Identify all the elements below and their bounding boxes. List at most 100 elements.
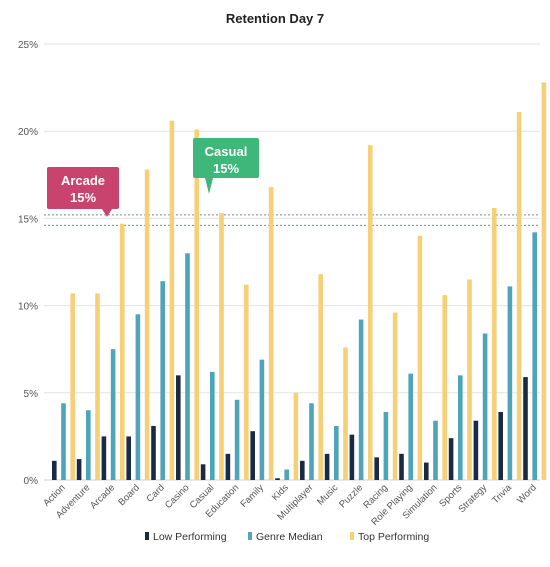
bar-genre-median-kids [284, 469, 289, 480]
bar-genre-median-action [61, 403, 66, 480]
bar-genre-median-board [135, 314, 141, 480]
bars [52, 82, 547, 481]
bar-top-performing-word [541, 82, 547, 481]
y-tick-label: 15% [18, 214, 38, 225]
bar-low-performing-action [52, 460, 57, 480]
bar-genre-median-family [259, 359, 265, 480]
bar-top-performing-role-playing [417, 235, 423, 480]
bar-top-performing-casual [219, 213, 224, 480]
bar-low-performing-board [126, 436, 131, 480]
bar-genre-median-arcade [110, 349, 116, 480]
bar-genre-median-sports [458, 375, 463, 480]
annotation-value: 15% [213, 161, 239, 176]
bar-top-performing-education [244, 284, 249, 480]
bar-low-performing-role-playing [399, 453, 404, 480]
x-tick-label: Puzzle [337, 482, 365, 510]
x-tick-label: Trivia [490, 482, 514, 506]
chart-title: Retention Day 7 [226, 11, 324, 26]
bar-low-performing-puzzle [349, 434, 355, 480]
x-tick-label: Casino [163, 482, 192, 511]
annotation-casual: Casual 15% [193, 138, 259, 194]
x-tick-label: Kids [270, 482, 291, 503]
legend-swatch [145, 532, 149, 540]
annotation-box [47, 167, 119, 209]
bar-top-performing-kids [293, 392, 299, 480]
bar-genre-median-strategy [482, 333, 488, 480]
bar-low-performing-kids [275, 478, 280, 480]
bar-low-performing-simulation [424, 462, 429, 480]
bar-low-performing-sports [448, 438, 454, 480]
bar-top-performing-adventure [95, 293, 100, 480]
bar-top-performing-puzzle [368, 145, 373, 481]
bar-top-performing-family [268, 187, 274, 480]
bar-low-performing-family [250, 431, 255, 480]
annotation-arcade: Arcade 15% [47, 167, 119, 217]
bar-low-performing-trivia [498, 411, 503, 480]
x-tick-label: Word [515, 482, 539, 506]
bar-top-performing-card [169, 120, 175, 481]
bar-genre-median-simulation [433, 420, 438, 480]
grid-lines [44, 43, 540, 481]
bar-top-performing-strategy [492, 207, 497, 480]
bar-low-performing-casual [200, 464, 206, 480]
x-tick-label: Arcade [88, 482, 117, 511]
legend-swatch [248, 532, 252, 540]
bar-top-performing-simulation [442, 295, 447, 480]
annotation-box [193, 138, 259, 178]
bar-genre-median-puzzle [358, 319, 364, 480]
bar-top-performing-arcade [120, 223, 125, 480]
bar-genre-median-card [160, 281, 165, 480]
legend-item-genre-median: Genre Median [248, 531, 323, 543]
legend-label: Low Performing [153, 531, 227, 543]
bar-genre-median-casual [210, 371, 215, 480]
annotations: Arcade 15% Casual 15% [47, 138, 259, 217]
bar-top-performing-casino [194, 129, 199, 480]
x-tick-label: Music [315, 482, 340, 507]
bar-low-performing-racing [374, 457, 379, 480]
bar-low-performing-word [523, 377, 528, 480]
legend-label: Genre Median [256, 531, 323, 543]
bar-low-performing-adventure [76, 459, 82, 480]
y-tick-label: 10% [18, 302, 38, 313]
bar-top-performing-music [343, 347, 348, 480]
annotation-label: Arcade [61, 173, 105, 188]
bar-genre-median-word [532, 232, 537, 480]
y-tick-label: 0% [24, 476, 39, 487]
annotation-value: 15% [70, 190, 96, 205]
bar-top-performing-sports [467, 279, 472, 480]
legend-item-low-performing: Low Performing [145, 531, 227, 543]
y-tick-label: 5% [24, 389, 39, 400]
bar-genre-median-trivia [507, 286, 513, 480]
bar-low-performing-arcade [101, 436, 107, 480]
bar-genre-median-adventure [86, 410, 91, 480]
annotation-pointer [205, 178, 213, 194]
reference-lines [44, 214, 540, 226]
bar-top-performing-trivia [516, 112, 522, 481]
bar-genre-median-multiplayer [309, 403, 314, 480]
legend: Low Performing Genre Median Top Performing [145, 531, 429, 543]
x-tick-label: Family [238, 482, 266, 510]
bar-low-performing-strategy [473, 420, 479, 480]
bar-low-performing-music [324, 453, 330, 480]
bar-genre-median-casino [185, 253, 190, 480]
y-tick-label: 20% [18, 127, 38, 138]
bar-low-performing-multiplayer [300, 460, 305, 480]
bar-genre-median-music [334, 425, 339, 480]
bar-top-performing-racing [392, 312, 398, 480]
y-tick-labels: 0% 5% 10% 15% 20% 25% [18, 40, 38, 487]
legend-item-top-performing: Top Performing [350, 531, 429, 543]
bar-low-performing-education [225, 453, 231, 480]
bar-top-performing-multiplayer [318, 274, 323, 480]
bar-low-performing-card [151, 425, 156, 480]
x-tick-label: Board [116, 482, 142, 508]
legend-label: Top Performing [358, 531, 429, 543]
bar-low-performing-casino [176, 375, 181, 480]
bar-top-performing-action [70, 293, 75, 480]
bar-genre-median-education [234, 399, 240, 480]
bar-genre-median-racing [383, 411, 389, 480]
bar-top-performing-board [144, 169, 150, 480]
legend-swatch [350, 532, 354, 540]
